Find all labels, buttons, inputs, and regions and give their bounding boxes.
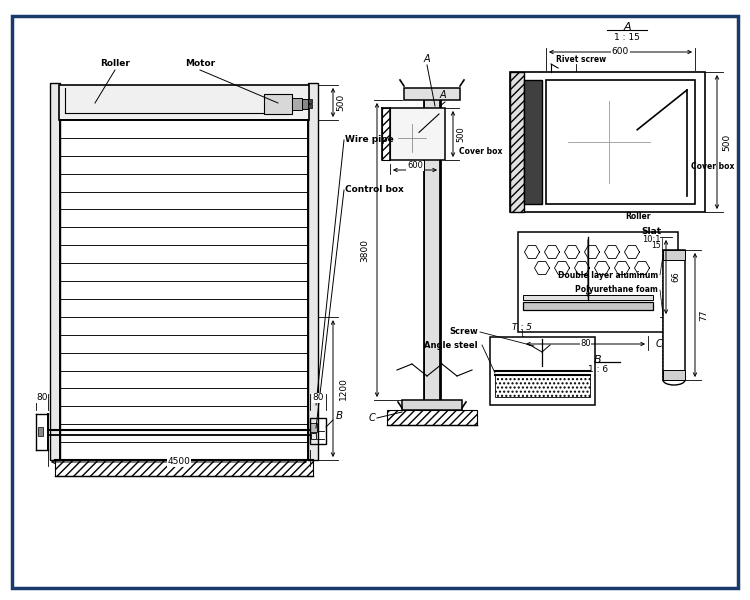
Text: 3800: 3800	[361, 238, 370, 262]
Bar	[425, 100, 439, 400]
Text: 500: 500	[722, 133, 731, 151]
Text: 500: 500	[457, 126, 466, 142]
Bar	[264, 94, 292, 114]
Text: Slat: Slat	[640, 227, 661, 236]
Text: B: B	[594, 355, 602, 365]
Bar	[510, 72, 705, 212]
Bar	[292, 98, 302, 110]
Text: 4500: 4500	[167, 457, 190, 467]
Text: Roller: Roller	[625, 212, 650, 221]
Bar	[402, 400, 462, 410]
Bar	[663, 250, 685, 260]
Text: Wire pipe: Wire pipe	[345, 136, 394, 145]
Bar	[510, 72, 524, 212]
Bar	[50, 83, 60, 460]
Bar	[495, 375, 590, 397]
Circle shape	[538, 348, 546, 356]
Text: T : 5: T : 5	[512, 323, 532, 331]
Bar	[387, 410, 477, 425]
Text: C: C	[656, 339, 663, 349]
Text: Angle steel: Angle steel	[424, 340, 478, 349]
Bar	[308, 83, 318, 460]
Bar	[302, 99, 308, 109]
Text: Polyurethane foam: Polyurethane foam	[575, 286, 658, 295]
Text: 15: 15	[651, 241, 661, 250]
Text: Motor: Motor	[185, 59, 215, 68]
Text: Roller: Roller	[100, 59, 130, 68]
Circle shape	[597, 131, 620, 154]
Text: 80: 80	[312, 394, 324, 403]
Bar	[390, 108, 445, 160]
Text: Rivet screw: Rivet screw	[556, 55, 606, 64]
Bar	[404, 88, 460, 100]
Text: B: B	[336, 411, 343, 421]
Bar	[311, 433, 316, 439]
Text: C: C	[369, 413, 375, 423]
Text: Screw: Screw	[449, 328, 478, 337]
Text: A: A	[440, 90, 447, 100]
Text: A: A	[623, 22, 631, 32]
Text: 80: 80	[36, 394, 48, 403]
Text: Control box: Control box	[345, 185, 404, 194]
Text: A: A	[424, 54, 430, 64]
Bar	[518, 232, 678, 332]
Bar	[59, 85, 309, 120]
Bar	[55, 460, 313, 476]
Text: 500: 500	[337, 94, 346, 111]
Bar	[663, 250, 685, 380]
Text: 80: 80	[580, 340, 591, 349]
Bar	[38, 427, 43, 436]
Bar	[382, 108, 390, 160]
Text: 1 : 6: 1 : 6	[588, 365, 608, 374]
Bar	[524, 80, 542, 204]
Bar	[308, 99, 312, 103]
Bar	[310, 418, 326, 444]
Text: 600: 600	[612, 47, 629, 56]
Bar	[310, 423, 317, 432]
Bar	[546, 80, 695, 204]
Text: 1 : 15: 1 : 15	[614, 34, 640, 43]
Bar	[523, 302, 653, 310]
Circle shape	[407, 133, 416, 142]
Text: 1200: 1200	[338, 377, 347, 400]
Text: 600: 600	[407, 161, 423, 170]
Bar	[308, 104, 312, 108]
Bar	[663, 370, 685, 380]
Bar	[523, 295, 653, 300]
Text: 10:1: 10:1	[643, 235, 661, 244]
Text: 77: 77	[700, 309, 709, 321]
Text: Cover box: Cover box	[459, 148, 503, 157]
Text: Cover box: Cover box	[691, 162, 734, 172]
Text: Double layer aluminum: Double layer aluminum	[558, 271, 658, 280]
Text: 66: 66	[671, 272, 680, 283]
Bar	[490, 337, 595, 405]
